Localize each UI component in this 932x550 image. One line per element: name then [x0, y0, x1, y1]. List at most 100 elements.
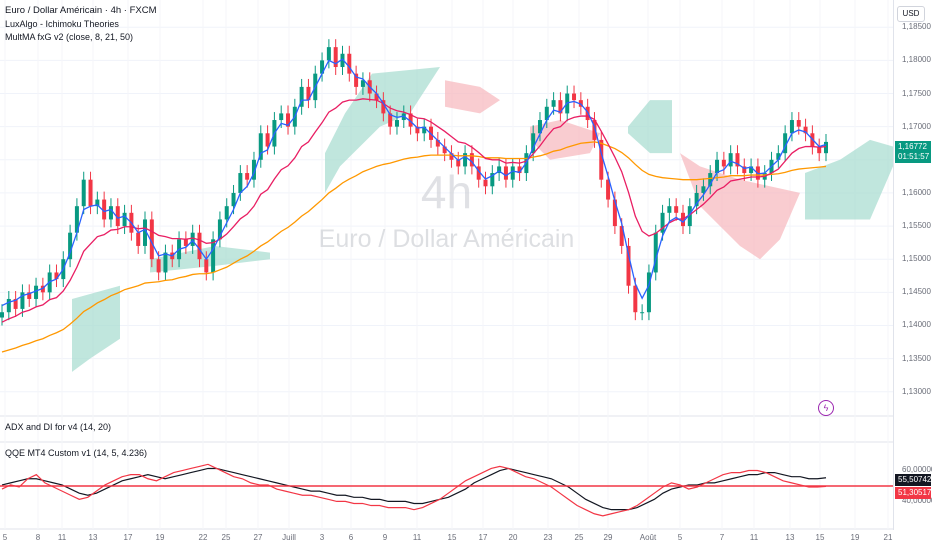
- candle-body: [211, 239, 216, 273]
- time-tick-label: 9: [382, 533, 388, 542]
- time-tick-label: 3: [319, 533, 325, 542]
- main-chart-svg[interactable]: [0, 0, 893, 530]
- qqe-black-line: [1, 467, 827, 511]
- candle-body: [483, 179, 488, 187]
- candle-body: [245, 173, 250, 180]
- last-price-tag: 1,16772 01:51:57: [895, 141, 931, 163]
- candle-body: [817, 146, 822, 154]
- ichimoku-cloud-bearish: [445, 80, 500, 114]
- candle-body: [510, 166, 515, 180]
- qqe-red-line: [1, 463, 827, 517]
- candle-body: [156, 259, 161, 273]
- adx-pane-title[interactable]: ADX and DI for v4 (14, 20): [5, 422, 112, 432]
- price-tick-label: 1,17000: [902, 121, 931, 131]
- candle-body: [163, 252, 168, 273]
- indicator-legend-multma[interactable]: MultMA fxG v2 (close, 8, 21, 50): [5, 32, 134, 42]
- candle-body: [20, 292, 25, 309]
- candle-body: [442, 146, 447, 154]
- candle-body: [258, 133, 263, 160]
- candle-body: [54, 272, 59, 280]
- price-scale[interactable]: [893, 0, 932, 530]
- candle-body: [143, 219, 148, 246]
- time-tick-label: 13: [88, 533, 98, 542]
- candle-body: [592, 120, 597, 140]
- price-tick-label: 1,14500: [902, 287, 931, 297]
- qqe-pane-title[interactable]: QQE MT4 Custom v1 (14, 5, 4.236): [5, 448, 148, 458]
- candle-body: [136, 232, 141, 246]
- moving-average-ma_slow: [1, 141, 827, 353]
- candle-body: [238, 173, 243, 193]
- candle-body: [824, 141, 828, 154]
- candle-body: [0, 312, 4, 318]
- candle-body: [306, 86, 311, 101]
- candle-body: [680, 212, 685, 227]
- candle-body: [721, 159, 726, 167]
- candle-body: [599, 139, 604, 180]
- price-tick-label: 1,13500: [902, 353, 931, 363]
- candle-body: [204, 259, 209, 273]
- qqe-black-value-tag: 55,50742: [895, 474, 931, 486]
- candle-body: [183, 239, 188, 246]
- candle-body: [558, 100, 563, 114]
- time-tick-label: 22: [198, 533, 208, 542]
- time-tick-label: 29: [603, 533, 613, 542]
- price-tick-label: 1,14000: [902, 320, 931, 330]
- candle-body: [497, 166, 502, 174]
- time-tick-label: 23: [543, 533, 553, 542]
- candle-body: [340, 53, 345, 68]
- candle-body: [687, 206, 692, 227]
- ichimoku-cloud-bullish: [72, 285, 120, 372]
- qqe-red-value-tag: 51,30517: [895, 487, 931, 499]
- candle-body: [320, 60, 325, 74]
- currency-button[interactable]: USD: [897, 6, 925, 22]
- time-tick-label: 19: [155, 533, 165, 542]
- time-tick-label: 13: [785, 533, 795, 542]
- candle-body: [251, 159, 256, 180]
- candle-body: [789, 120, 794, 134]
- candle-body: [27, 292, 32, 299]
- indicator-legend-ichimoku[interactable]: LuxAlgo - Ichimoku Theories: [5, 19, 119, 29]
- candle-body: [674, 206, 679, 213]
- candle-body: [803, 126, 808, 134]
- candle-body: [435, 139, 440, 147]
- price-tick-label: 1,18500: [902, 22, 931, 32]
- candle-body: [619, 226, 624, 246]
- time-tick-label: 27: [253, 533, 263, 542]
- candle-body: [122, 212, 127, 227]
- candle-body: [115, 206, 120, 227]
- time-tick-label: 17: [478, 533, 488, 542]
- candle-body: [408, 113, 413, 127]
- lightning-icon[interactable]: ϟ: [818, 400, 834, 416]
- time-tick-label: 15: [447, 533, 457, 542]
- candle-body: [456, 159, 461, 167]
- candle-body: [715, 159, 720, 174]
- candle-body: [572, 93, 577, 101]
- candle-body: [735, 153, 740, 167]
- candle-body: [646, 272, 651, 313]
- candle-body: [612, 199, 617, 227]
- symbol-legend[interactable]: Euro / Dollar Américain · 4h · FXCM: [5, 5, 157, 16]
- candle-body: [34, 285, 39, 299]
- candle-body: [606, 179, 611, 200]
- candle-body: [347, 53, 352, 74]
- candle-body: [633, 285, 638, 313]
- time-tick-label: 19: [850, 533, 860, 542]
- time-tick-label: Juill: [282, 533, 296, 542]
- time-tick-label: 25: [221, 533, 231, 542]
- candle-body: [354, 73, 359, 87]
- candle-body: [531, 133, 536, 154]
- candle-body: [544, 106, 549, 121]
- candle-body: [217, 219, 222, 240]
- time-tick-label: 5: [2, 533, 8, 542]
- candle-body: [476, 166, 481, 180]
- time-tick-label: 11: [412, 533, 422, 542]
- ichimoku-cloud-bearish: [530, 120, 600, 160]
- candle-body: [660, 212, 665, 233]
- grid-lines: [0, 26, 893, 530]
- candle-body: [517, 166, 522, 174]
- price-tick-label: 1,13000: [902, 386, 931, 396]
- ichimoku-cloud-bullish: [325, 67, 440, 193]
- candle-body: [626, 245, 631, 286]
- ichimoku-cloud-bullish: [628, 100, 672, 154]
- candle-body: [326, 47, 331, 61]
